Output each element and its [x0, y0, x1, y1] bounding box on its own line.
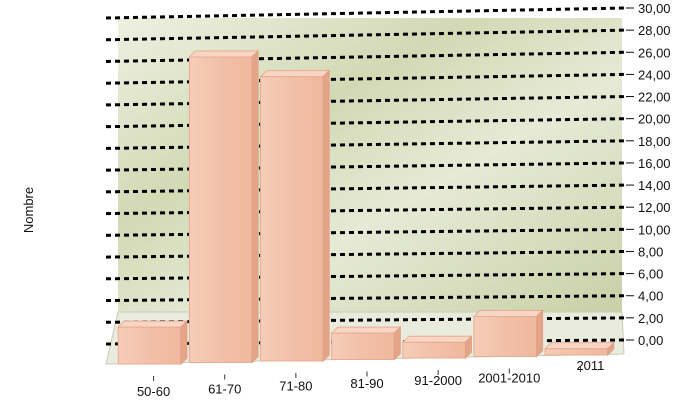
gridline — [105, 272, 627, 281]
bar-top — [401, 335, 473, 343]
x-category-label: 71-80 — [279, 379, 312, 394]
y-tick-label: 18,00 — [638, 134, 671, 149]
bar-top — [472, 309, 544, 317]
bar-front — [260, 76, 324, 362]
gridline — [105, 139, 627, 150]
bar-side — [393, 325, 401, 361]
bar-front — [473, 315, 538, 357]
gridline — [105, 50, 627, 63]
bar-side — [607, 341, 615, 357]
y-tick-label: 28,00 — [638, 23, 671, 38]
gridline — [105, 161, 627, 172]
y-axis-title: Nombre — [21, 187, 36, 233]
y-tick-label: 14,00 — [638, 178, 671, 193]
bar-front — [331, 332, 395, 360]
gridline — [105, 28, 627, 42]
x-category-label: 91-2000 — [414, 373, 462, 388]
x-category-label: 2001-2010 — [478, 371, 540, 386]
y-tick-label: 8,00 — [638, 244, 663, 259]
bar-top — [330, 326, 402, 334]
x-category-label: 2011 — [576, 358, 604, 373]
x-category-label: 61-70 — [208, 381, 241, 396]
gridline — [105, 205, 627, 216]
gridline — [105, 72, 627, 85]
y-tick-label: 6,00 — [638, 267, 663, 282]
gridline — [105, 183, 627, 194]
bar-front — [402, 341, 466, 359]
bar-50-60 — [117, 319, 189, 366]
bar-2011 — [543, 341, 615, 357]
gridline — [105, 6, 627, 20]
gridline — [105, 117, 627, 129]
y-tick-label: 10,00 — [638, 222, 671, 237]
bar-side — [322, 69, 330, 363]
y-tick-label: 4,00 — [638, 289, 663, 304]
y-tick-label: 30,00 — [638, 1, 671, 16]
bar-side — [180, 319, 188, 366]
bar-side — [536, 309, 544, 358]
y-tick-label: 24,00 — [638, 67, 671, 82]
gridline — [105, 227, 627, 237]
bar-side — [251, 49, 259, 364]
x-category-label: 50-60 — [137, 384, 170, 399]
bar-front — [544, 348, 609, 356]
bar-top — [117, 320, 189, 328]
y-tick-label: 2,00 — [638, 311, 663, 326]
y-tick-label: 26,00 — [638, 45, 671, 60]
bar-2001-2010 — [472, 309, 544, 358]
bar-top — [188, 50, 260, 58]
bar-61-70 — [188, 49, 260, 364]
gridline — [105, 95, 627, 107]
y-tick-label: 22,00 — [638, 90, 671, 105]
x-category-label: 81-90 — [350, 376, 383, 391]
y-tick-label: 20,00 — [638, 112, 671, 127]
y-tick-label: 16,00 — [638, 156, 671, 171]
bar-front — [117, 326, 182, 365]
bar-91-2000 — [401, 334, 473, 360]
bar-side — [464, 334, 472, 360]
gridline — [105, 249, 627, 259]
bar-top — [259, 70, 331, 78]
gridline — [105, 294, 627, 303]
y-tick-label: 0,00 — [638, 333, 663, 348]
y-tick-label: 12,00 — [638, 200, 671, 215]
bar-81-90 — [330, 325, 402, 361]
bar-71-80 — [259, 69, 331, 363]
bar-top — [543, 342, 615, 350]
bar-front — [188, 56, 253, 364]
